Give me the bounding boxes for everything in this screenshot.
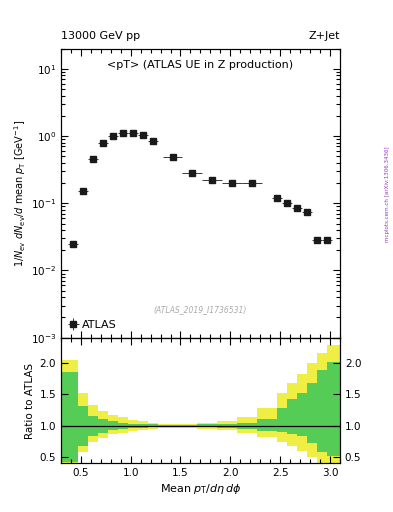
Text: 13000 GeV pp: 13000 GeV pp bbox=[61, 31, 140, 41]
Text: Z+Jet: Z+Jet bbox=[309, 31, 340, 41]
Text: (ATLAS_2019_I1736531): (ATLAS_2019_I1736531) bbox=[154, 306, 247, 314]
X-axis label: Mean $p_\mathrm{T}/d\eta\,d\phi$: Mean $p_\mathrm{T}/d\eta\,d\phi$ bbox=[160, 482, 241, 497]
Y-axis label: $1/N_\mathrm{ev}$ $dN_\mathrm{ev}/d$ mean $p_\mathrm{T}$ $[\mathrm{GeV}^{-1}]$: $1/N_\mathrm{ev}$ $dN_\mathrm{ev}/d$ mea… bbox=[12, 120, 28, 267]
Text: mcplots.cern.ch [arXiv:1306.3436]: mcplots.cern.ch [arXiv:1306.3436] bbox=[385, 147, 390, 242]
Text: <pT> (ATLAS UE in Z production): <pT> (ATLAS UE in Z production) bbox=[107, 60, 294, 70]
Legend: ATLAS: ATLAS bbox=[66, 317, 119, 332]
Y-axis label: Ratio to ATLAS: Ratio to ATLAS bbox=[25, 362, 35, 439]
